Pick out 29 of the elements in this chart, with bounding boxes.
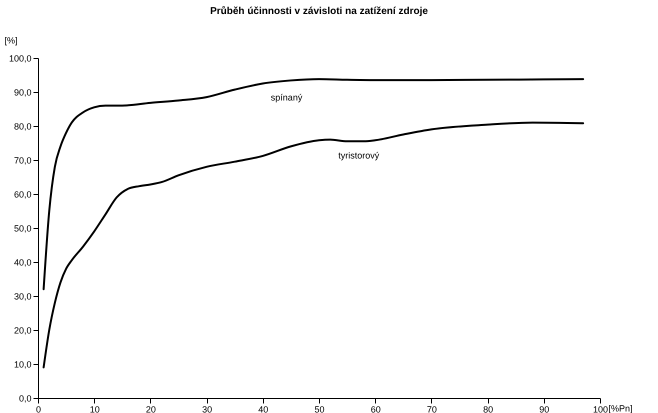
y-tick-label: 90,0 [14, 88, 32, 98]
x-tick-label: 10 [90, 404, 100, 413]
series-label: tyristorový [338, 150, 380, 161]
x-tick-label: 90 [539, 404, 550, 413]
x-tick-label: 0 [36, 404, 42, 413]
y-tick-label: 20,0 [14, 326, 32, 336]
y-tick-label: 0,0 [18, 394, 32, 404]
y-tick-label: 60,0 [14, 190, 32, 200]
y-tick-label: 40,0 [14, 258, 32, 268]
x-tick-label: 20 [146, 404, 156, 413]
x-axis-title: [%Pn] [608, 404, 633, 413]
y-axis-title: [%] [4, 36, 18, 46]
chart-title: Průběh účinnosti v závisloti na zatížení zdroje [210, 5, 428, 17]
x-tick-label: 40 [258, 404, 268, 413]
x-tick-label: 80 [483, 404, 494, 413]
x-tick-label: 60 [370, 404, 381, 413]
y-tick-label: 80,0 [14, 122, 32, 132]
y-tick-label: 100,0 [8, 54, 32, 64]
y-tick-label: 50,0 [14, 224, 32, 234]
x-tick-label: 100 [592, 404, 608, 413]
x-tick-label: 30 [202, 404, 212, 413]
series-label: spínaný [270, 92, 303, 102]
x-tick-label: 70 [426, 404, 437, 413]
x-tick-label: 50 [314, 404, 325, 413]
line-series [42, 78, 584, 290]
y-tick-label: 10,0 [14, 360, 32, 370]
y-tick-label: 70,0 [14, 156, 32, 166]
line-series [42, 122, 584, 368]
y-tick-label: 30,0 [14, 292, 32, 302]
